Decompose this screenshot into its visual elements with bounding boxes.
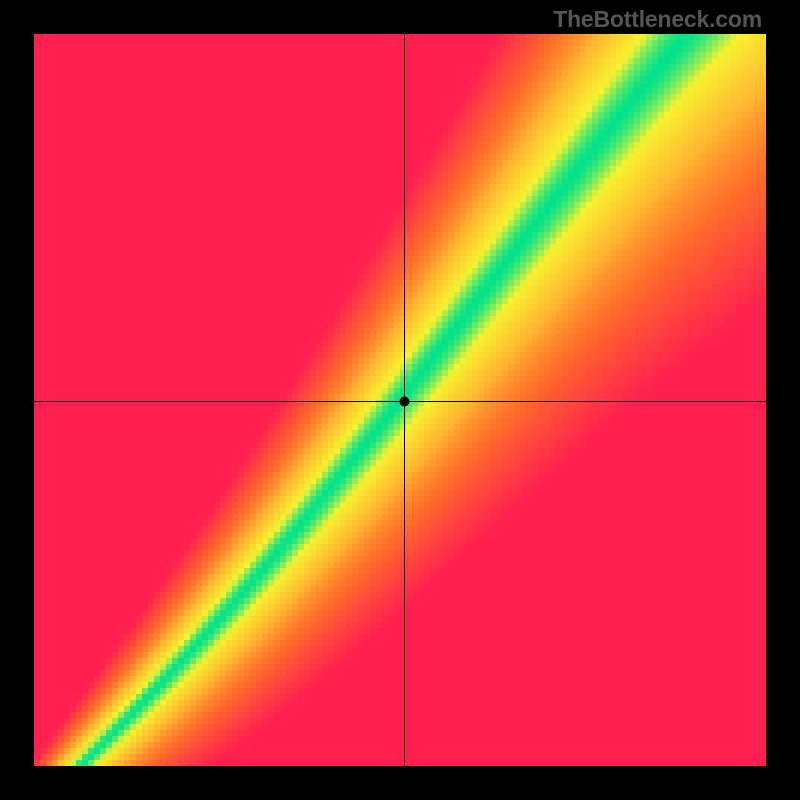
watermark-text: TheBottleneck.com: [553, 6, 762, 33]
bottleneck-heatmap: [0, 0, 800, 800]
chart-container: TheBottleneck.com: [0, 0, 800, 800]
